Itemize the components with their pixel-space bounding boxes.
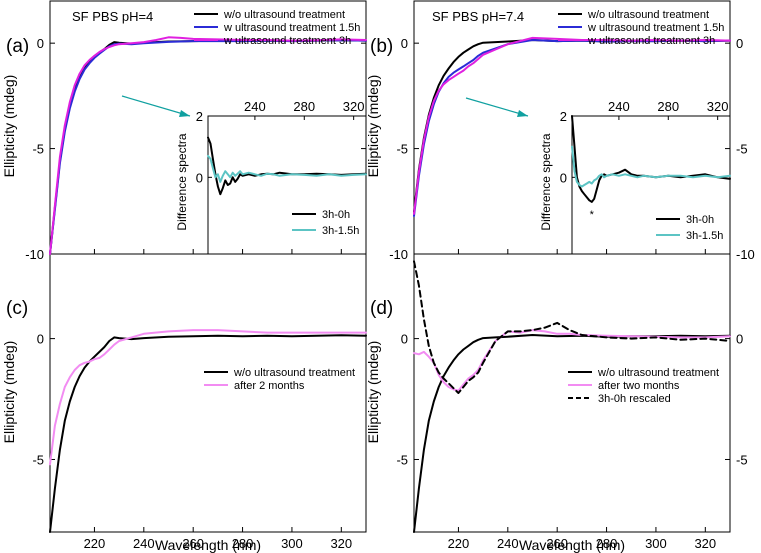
x-tick-label-d-260: 260 <box>546 536 568 551</box>
inset-x-tick-label-b-280: 280 <box>657 99 679 114</box>
y-tick-label-a--5: -5 <box>32 142 44 157</box>
inset-legend-label-a-0: 3h-0h <box>322 209 350 221</box>
y-axis-title-a: Ellipticity (mdeg) <box>1 75 17 178</box>
legend-label-a-2: w ultrasound treatment 3h <box>223 35 351 47</box>
x-tick-label-d-240: 240 <box>497 536 519 551</box>
legend-label-b-1: w ultrasound treatment 1.5h <box>587 22 724 34</box>
y-tick-label-a--10: -10 <box>25 247 44 262</box>
arrow-a-head <box>179 110 190 117</box>
inset-b-ylabel: Difference spectra <box>539 133 553 230</box>
inset-legend-label-a-1: 3h-1.5h <box>322 225 359 237</box>
series-line-d-2 <box>413 260 731 394</box>
panel-c-frame <box>49 253 367 533</box>
x-tick-label-d-300: 300 <box>645 536 667 551</box>
legend-label-d-1: after two months <box>598 380 680 392</box>
y-tick-label-c--5: -5 <box>32 452 44 467</box>
y-tick-label-right-b--10: -10 <box>736 247 755 262</box>
y-tick-label-b--5: -5 <box>396 142 408 157</box>
y-tick-label-right-b-0: 0 <box>736 36 743 51</box>
inset-annotation-b: * <box>590 209 595 221</box>
x-tick-label-c-280: 280 <box>232 536 254 551</box>
legend-label-d-0: w/o ultrasound treatment <box>597 367 719 379</box>
series-line-a-2 <box>49 36 367 255</box>
x-axis-title-right: Wavelength (nm) <box>519 537 625 553</box>
inset-x-tick-label-b-240: 240 <box>608 99 630 114</box>
legend-label-c-0: w/o ultrasound treatment <box>233 367 355 379</box>
inset-legend-label-b-1: 3h-1.5h <box>686 230 723 242</box>
x-tick-label-c-260: 260 <box>182 536 204 551</box>
panel-d-label: (d) <box>370 298 393 319</box>
y-tick-label-b--10: -10 <box>389 247 408 262</box>
inset-y-tick-label-a-0: 0 <box>196 170 203 185</box>
x-tick-label-d-320: 320 <box>694 536 716 551</box>
panel-d-frame <box>413 253 731 533</box>
y-tick-label-a-0: 0 <box>37 36 44 51</box>
panel-a-label: (a) <box>6 36 29 57</box>
panel-a-condition: SF PBS pH=4 <box>72 9 153 24</box>
y-tick-label-d-0: 0 <box>401 332 408 347</box>
legend-label-c-1: after 2 months <box>234 380 305 392</box>
inset-x-tick-label-a-320: 320 <box>343 99 365 114</box>
y-tick-label-right-b--5: -5 <box>736 142 748 157</box>
inset-x-tick-label-a-240: 240 <box>244 99 266 114</box>
x-tick-label-c-300: 300 <box>281 536 303 551</box>
series-line-inset-b-0 <box>571 115 731 203</box>
series-line-inset-a-0 <box>207 136 367 196</box>
y-tick-label-d--5: -5 <box>396 452 408 467</box>
inset-b-frame <box>571 115 731 255</box>
inset-x-tick-label-b-320: 320 <box>707 99 729 114</box>
x-tick-label-c-240: 240 <box>133 536 155 551</box>
y-tick-label-b-0: 0 <box>401 36 408 51</box>
inset-a-frame <box>207 115 367 255</box>
arrow-a <box>121 95 191 117</box>
series-line-d-0 <box>413 334 731 533</box>
y-tick-label-c-0: 0 <box>37 332 44 347</box>
inset-y-tick-label-b-0: 0 <box>560 170 567 185</box>
legend-label-b-0: w/o ultrasound treatment <box>587 9 709 21</box>
panel-b-label: (b) <box>370 36 393 57</box>
panel-b-condition: SF PBS pH=7.4 <box>432 9 524 24</box>
legend-label-d-2: 3h-0h rescaled <box>598 393 671 405</box>
series-line-inset-a-1 <box>207 154 367 183</box>
x-tick-label-d-220: 220 <box>448 536 470 551</box>
y-axis-title-d: Ellipticity (mdeg) <box>365 341 381 444</box>
inset-a-ylabel: Difference spectra <box>175 133 189 230</box>
series-line-c-1 <box>49 329 367 466</box>
inset-x-tick-label-a-280: 280 <box>293 99 315 114</box>
legend-label-b-2: w ultrasound treatment 3h <box>587 35 715 47</box>
y-axis-title-b: Ellipticity (mdeg) <box>365 75 381 178</box>
x-tick-label-c-220: 220 <box>84 536 106 551</box>
legend-label-a-0: w/o ultrasound treatment <box>223 9 345 21</box>
x-tick-label-d-280: 280 <box>596 536 618 551</box>
y-tick-label-right-d-0: 0 <box>736 332 743 347</box>
x-tick-label-c-320: 320 <box>330 536 352 551</box>
series-line-c-0 <box>49 334 367 533</box>
inset-y-tick-label-b-2: 2 <box>560 109 567 124</box>
series-line-b-2 <box>413 36 731 215</box>
inset-legend-label-b-0: 3h-0h <box>686 214 714 226</box>
arrow-b <box>465 97 529 117</box>
inset-y-tick-label-a-2: 2 <box>196 109 203 124</box>
x-axis-title-left: Wavelength (nm) <box>155 537 261 553</box>
panel-c-label: (c) <box>6 298 28 319</box>
series-line-inset-b-1 <box>571 145 731 188</box>
y-axis-title-c: Ellipticity (mdeg) <box>1 341 17 444</box>
y-tick-label-right-d--5: -5 <box>736 452 748 467</box>
arrow-b-head <box>517 110 528 117</box>
legend-label-a-1: w ultrasound treatment 1.5h <box>223 22 360 34</box>
